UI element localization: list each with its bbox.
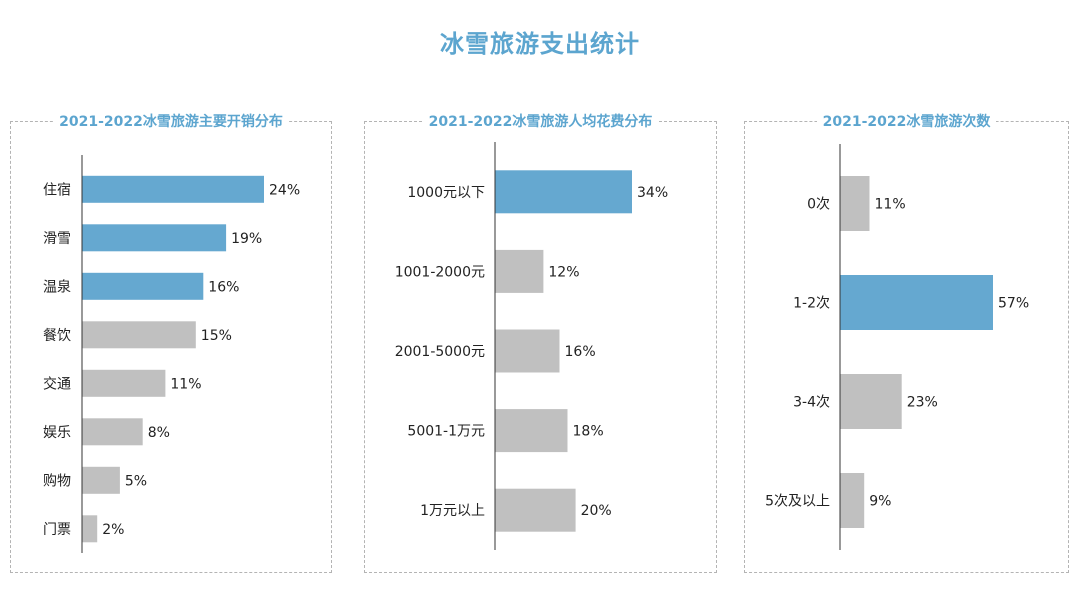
bar	[82, 224, 227, 252]
category-label: 住宿	[43, 181, 71, 198]
chart-panel-per-capita-spending: 2021-2022冰雪旅游人均花费分布 1000元以下 34% 1001-2000元…	[364, 114, 717, 573]
bar	[840, 473, 865, 528]
bar	[495, 249, 544, 293]
bar	[82, 466, 120, 494]
chart-title: 2021-2022冰雪旅游主要开销分布	[53, 114, 289, 130]
bar	[82, 369, 166, 397]
bar-chart: 1000元以下 34% 1001-2000元 12% 2001-5000元 16% 5001…	[395, 142, 668, 550]
bar	[82, 515, 98, 543]
category-label: 1万元以上	[420, 503, 485, 519]
category-label: 滑雪	[43, 230, 71, 247]
value-label: 18%	[573, 424, 604, 440]
bar	[495, 170, 632, 214]
value-label: 34%	[637, 185, 668, 201]
bar	[840, 374, 902, 429]
chart-title: 2021-2022冰雪旅游人均花费分布	[422, 114, 659, 130]
chart-panel-trip-frequency: 2021-2022冰雪旅游次数 0次 11% 1-2次 57% 3-4次 23% 5次及以上…	[744, 114, 1069, 573]
chart-title: 2021-2022冰雪旅游次数	[816, 114, 997, 130]
bar	[495, 409, 568, 453]
value-label: 2%	[102, 522, 124, 538]
category-label: 0次	[807, 197, 830, 213]
value-label: 20%	[581, 503, 612, 519]
category-label: 2001-5000元	[395, 344, 485, 360]
category-label: 交通	[43, 375, 71, 392]
bar	[495, 329, 560, 373]
value-label: 5%	[125, 473, 147, 489]
value-label: 9%	[869, 494, 891, 510]
category-label: 1001-2000元	[395, 264, 485, 280]
value-label: 16%	[565, 344, 596, 360]
value-label: 12%	[548, 264, 579, 280]
value-label: 23%	[907, 395, 938, 411]
value-label: 8%	[148, 425, 170, 441]
value-label: 19%	[231, 231, 262, 247]
value-label: 24%	[269, 182, 300, 198]
category-label: 温泉	[43, 278, 71, 295]
chart-panel-expense-distribution: 2021-2022冰雪旅游主要开销分布 住宿 24% 滑雪 19% 温泉 16% 餐饮 15%…	[10, 114, 332, 573]
bar	[840, 275, 993, 330]
bar	[82, 175, 264, 203]
value-label: 11%	[170, 376, 201, 392]
bar	[82, 272, 204, 300]
category-label: 餐饮	[43, 328, 71, 344]
category-label: 购物	[43, 473, 71, 489]
value-label: 57%	[998, 296, 1029, 312]
category-label: 1-2次	[793, 296, 830, 312]
category-label: 娱乐	[43, 425, 71, 441]
bar	[840, 176, 870, 231]
value-label: 16%	[208, 279, 239, 295]
category-label: 5001-1万元	[407, 424, 485, 440]
bar	[82, 321, 196, 349]
category-label: 1000元以下	[407, 185, 485, 201]
bar	[495, 488, 576, 532]
bar	[82, 418, 143, 446]
category-label: 5次及以上	[765, 494, 830, 510]
category-label: 3-4次	[793, 395, 830, 411]
category-label: 门票	[43, 522, 71, 538]
value-label: 11%	[875, 197, 906, 213]
value-label: 15%	[201, 328, 232, 344]
bar-chart: 住宿 24% 滑雪 19% 温泉 16% 餐饮 15% 交通 11% 娱乐 8% 购物 5% 门票 2%	[43, 155, 300, 553]
page-title: 冰雪旅游支出统计	[440, 30, 640, 58]
bar-chart: 0次 11% 1-2次 57% 3-4次 23% 5次及以上 9%	[765, 144, 1029, 550]
